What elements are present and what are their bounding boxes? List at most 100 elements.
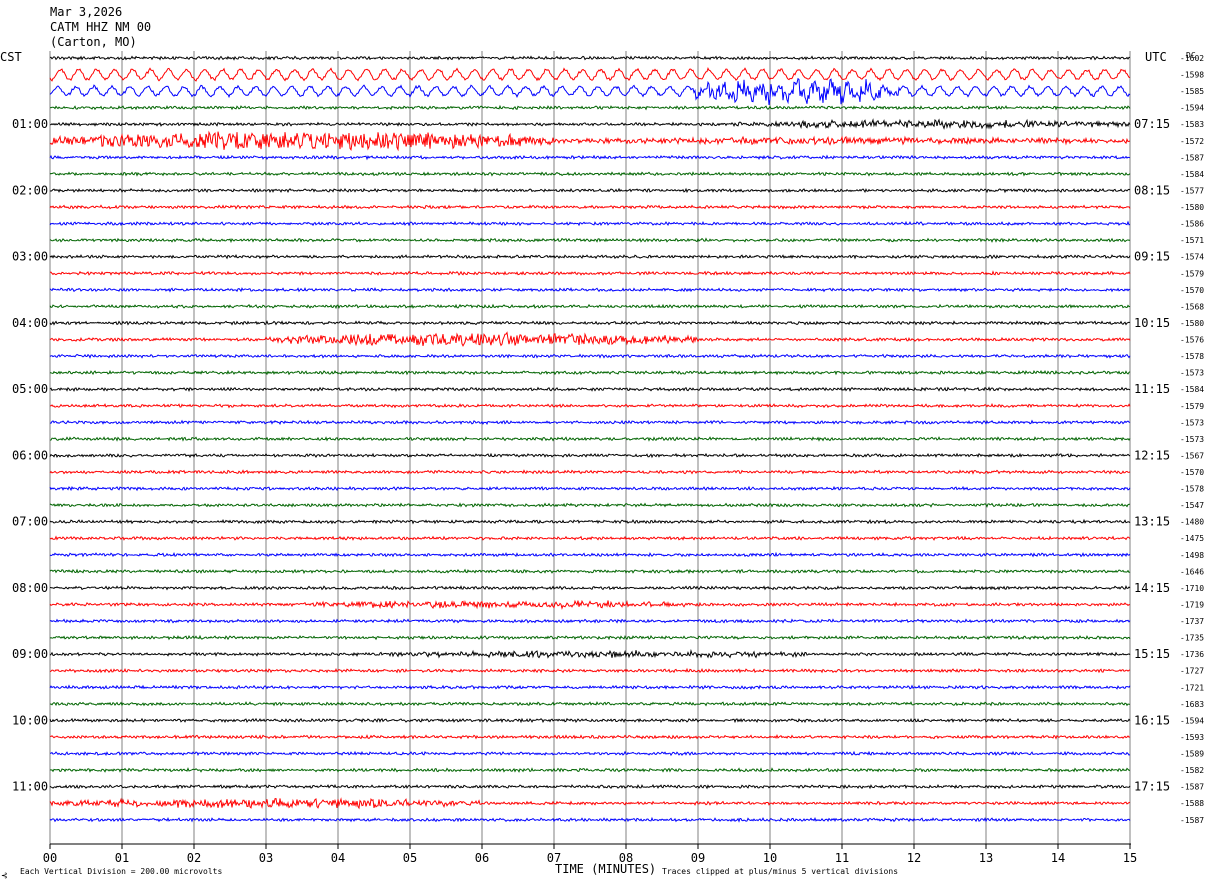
cst-hour-label: 06:00 bbox=[12, 448, 48, 462]
dc-offset-label: -1598 bbox=[1180, 71, 1204, 80]
dc-offset-label: -1719 bbox=[1180, 600, 1204, 609]
trace-line bbox=[49, 701, 1130, 707]
x-tick-label: 15 bbox=[1123, 851, 1137, 865]
header-location: (Carton, MO) bbox=[50, 35, 137, 49]
trace-line bbox=[49, 187, 1131, 194]
trace-line bbox=[49, 816, 1131, 823]
trace-line bbox=[49, 320, 1131, 326]
dc-offset-label: -1727 bbox=[1180, 667, 1204, 676]
dc-offset-label: -1736 bbox=[1180, 650, 1204, 659]
trace-line bbox=[49, 237, 1131, 244]
left-timezone-label: CST bbox=[0, 50, 22, 64]
trace-line bbox=[49, 118, 1131, 130]
trace-line bbox=[49, 353, 1131, 359]
cst-hour-label: 07:00 bbox=[12, 515, 48, 529]
trace-line bbox=[49, 469, 1131, 475]
dc-offset-label: -1579 bbox=[1180, 402, 1204, 411]
dc-offset-label: -1578 bbox=[1180, 352, 1204, 361]
x-axis-ticks: 00 01 02 03 04 05 06 07 08 09 10 11 12 13 14 15 bbox=[43, 844, 1137, 865]
trace-line bbox=[49, 684, 1131, 691]
trace-line bbox=[49, 518, 1131, 525]
utc-hour-label: 13:15 bbox=[1134, 515, 1170, 529]
x-tick-label: 02 bbox=[187, 851, 201, 865]
right-timezone-label: UTC bbox=[1145, 50, 1167, 64]
dc-offset-label: -1498 bbox=[1180, 551, 1204, 560]
dc-offset-label: -1580 bbox=[1180, 319, 1204, 328]
trace-line bbox=[49, 767, 1131, 773]
trace-line bbox=[50, 750, 1131, 757]
dc-offset-label: -1567 bbox=[1180, 451, 1204, 460]
trace-line bbox=[49, 502, 1131, 508]
dc-offset-label: -1573 bbox=[1180, 418, 1204, 427]
dc-offset-label: -1570 bbox=[1180, 468, 1204, 477]
dc-offset-label: -1587 bbox=[1180, 783, 1204, 792]
trace-line bbox=[49, 599, 1131, 610]
dc-offset-label: -1588 bbox=[1180, 799, 1204, 808]
trace-line bbox=[49, 254, 1131, 260]
cst-hour-label: 05:00 bbox=[12, 382, 48, 396]
dc-offset-label: -1737 bbox=[1180, 617, 1204, 626]
trace-line bbox=[49, 270, 1131, 276]
dc-offset-label: -1646 bbox=[1180, 567, 1204, 576]
dc-offset-label: -1578 bbox=[1180, 485, 1204, 494]
trace-line bbox=[49, 452, 1131, 459]
header-date: Mar 3,2026 bbox=[50, 5, 122, 19]
cst-hour-label: 11:00 bbox=[12, 780, 48, 794]
trace-line bbox=[49, 485, 1131, 492]
trace-line bbox=[49, 797, 1131, 810]
dc-offset-label: -1568 bbox=[1180, 302, 1204, 311]
x-tick-label: 07 bbox=[547, 851, 561, 865]
dc-offset-label: -1570 bbox=[1180, 286, 1204, 295]
trace-line bbox=[49, 55, 1130, 61]
x-tick-label: 10 bbox=[763, 851, 777, 865]
trace-line bbox=[49, 436, 1131, 442]
cst-hour-label: 08:00 bbox=[12, 581, 48, 595]
dc-offset-label: -1582 bbox=[1180, 766, 1204, 775]
trace-line bbox=[49, 618, 1131, 624]
utc-hour-label: 07:15 bbox=[1134, 117, 1170, 131]
cst-hour-label: 03:00 bbox=[12, 250, 48, 264]
trace-line bbox=[49, 303, 1131, 310]
trace-line bbox=[49, 104, 1131, 111]
dc-offset-label: -1574 bbox=[1180, 253, 1204, 262]
trace-line bbox=[49, 783, 1131, 790]
dc-offset-labels: -1602 -1598 -1585 -1594 -1583 -1572 -1587 -1584… bbox=[1180, 54, 1204, 825]
x-tick-label: 00 bbox=[43, 851, 57, 865]
trace-line bbox=[49, 130, 1131, 152]
dc-offset-label: -1594 bbox=[1180, 104, 1204, 113]
utc-hour-label: 12:15 bbox=[1134, 448, 1170, 462]
dc-offset-label: -1576 bbox=[1180, 336, 1204, 345]
trace-line bbox=[49, 551, 1131, 558]
trace-line bbox=[49, 369, 1131, 376]
trace-line bbox=[49, 667, 1131, 674]
dc-offset-label: -1584 bbox=[1180, 385, 1204, 394]
x-tick-label: 08 bbox=[619, 851, 633, 865]
utc-hour-label: 15:15 bbox=[1134, 647, 1170, 661]
cst-hour-label: 04:00 bbox=[12, 316, 48, 330]
hour-labels: 01:00 02:00 03:00 04:00 05:00 06:00 07:00 08:00… bbox=[12, 117, 1170, 793]
x-tick-label: 04 bbox=[331, 851, 345, 865]
clip-note: Traces clipped at plus/minus 5 vertical … bbox=[662, 867, 898, 876]
dc-offset-label: -1579 bbox=[1180, 269, 1204, 278]
trace-group bbox=[49, 55, 1131, 823]
cst-hour-label: 09:00 bbox=[12, 647, 48, 661]
trace-line bbox=[49, 402, 1131, 409]
header-station: CATM HHZ NM 00 bbox=[50, 20, 151, 34]
dc-header-label: DC bbox=[1186, 51, 1196, 60]
dc-offset-label: -1475 bbox=[1180, 534, 1204, 543]
trace-line bbox=[49, 331, 1131, 347]
dc-offset-label: -1585 bbox=[1180, 87, 1204, 96]
dc-offset-label: -1587 bbox=[1180, 153, 1204, 162]
trace-line bbox=[49, 734, 1131, 740]
trace-line bbox=[49, 154, 1131, 161]
x-tick-label: 13 bbox=[979, 851, 993, 865]
cst-hour-label: 01:00 bbox=[12, 117, 48, 131]
x-tick-label: 01 bbox=[115, 851, 129, 865]
dc-offset-label: -1721 bbox=[1180, 683, 1204, 692]
trace-line bbox=[49, 171, 1131, 177]
dc-offset-label: -1571 bbox=[1180, 236, 1204, 245]
utc-hour-label: 09:15 bbox=[1134, 250, 1170, 264]
corner-mark: ⊰ bbox=[1, 871, 8, 880]
dc-offset-label: -1580 bbox=[1180, 203, 1204, 212]
